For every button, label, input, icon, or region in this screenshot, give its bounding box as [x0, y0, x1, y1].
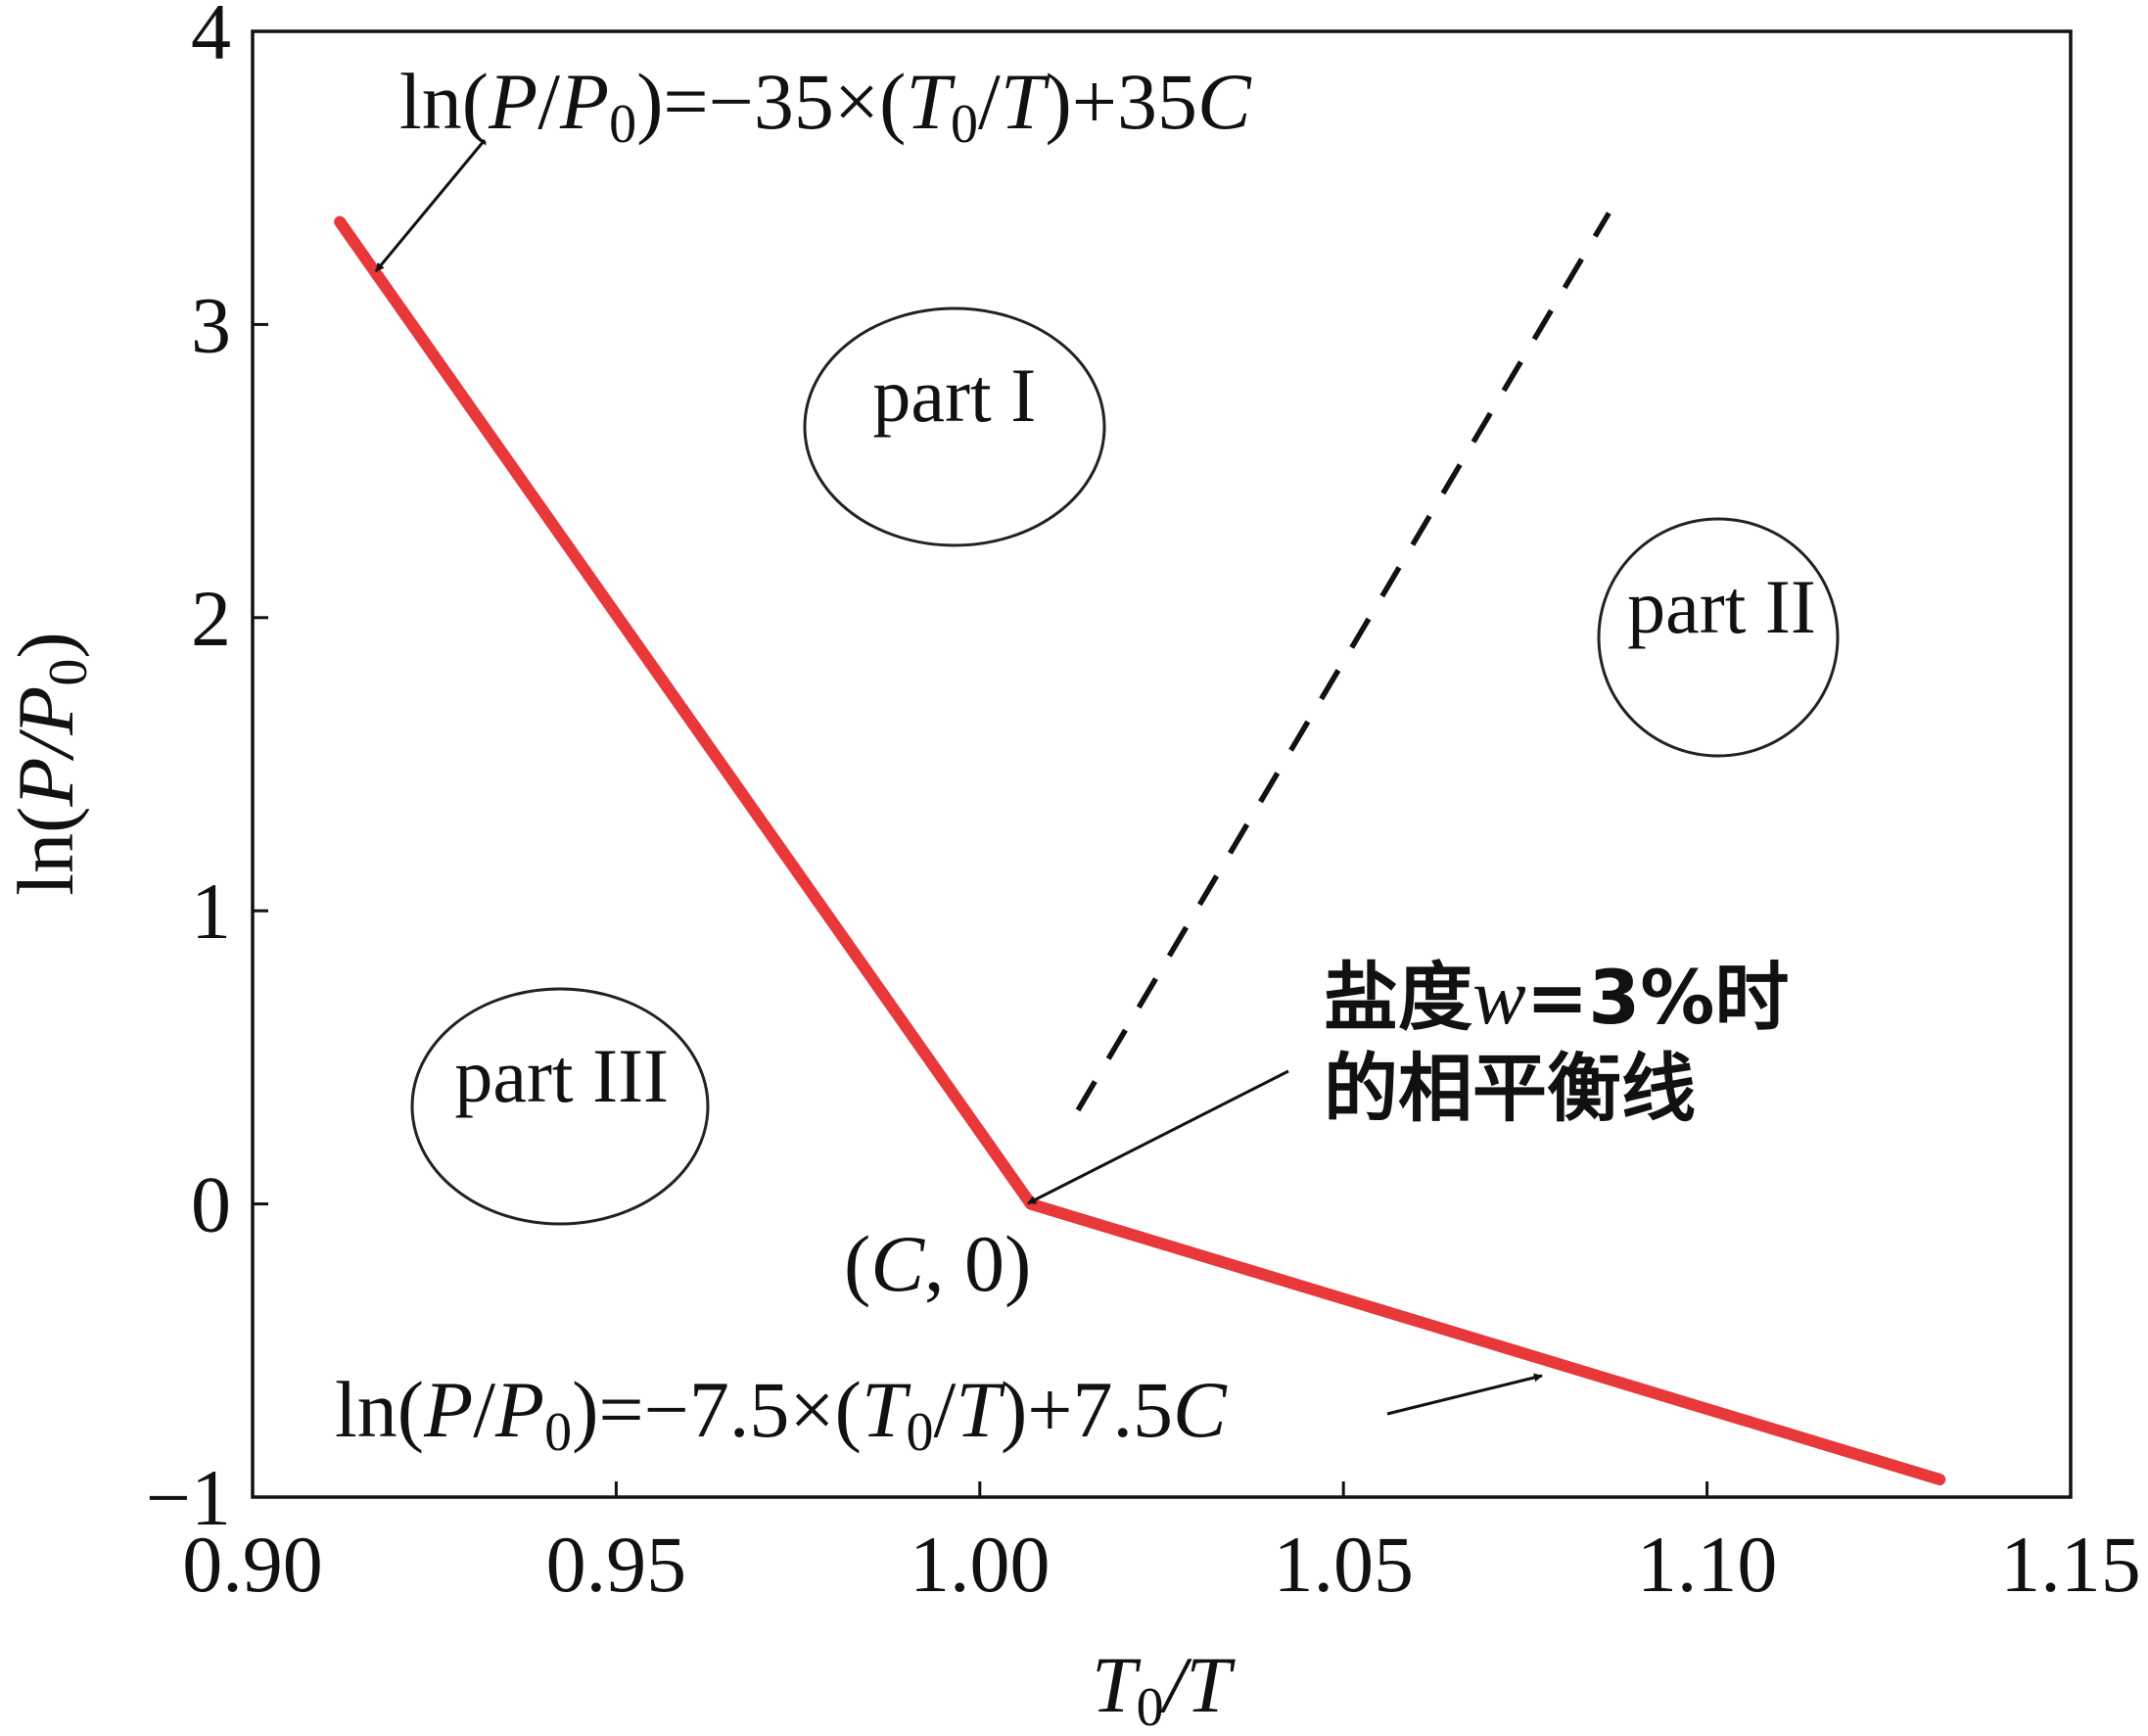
x-label-sub: 0	[1137, 1677, 1164, 1736]
lower-eq-tslash: /	[934, 1365, 957, 1454]
x-label-t: T	[1092, 1640, 1142, 1729]
region-part-1-ellipse	[803, 306, 1106, 547]
y-label-post: )	[1, 632, 90, 658]
x-ticks: 0.90 0.95 1.00 1.05 1.10 1.15	[182, 1481, 2141, 1609]
lower-eq-t0: T	[862, 1365, 911, 1454]
y-label-sub: 0	[38, 659, 99, 686]
upper-eq-t0-sub: 0	[951, 94, 978, 155]
x-tick-label: 1.15	[2000, 1520, 2141, 1609]
upper-eq-slash: /	[537, 57, 560, 146]
lower-eq-p0: P	[494, 1365, 544, 1454]
upper-equation-label: ln(P/P0)=−35×(T0/T)+35C	[399, 57, 1252, 155]
lower-eq-p0-sub: 0	[544, 1402, 572, 1463]
salinity-line1-suffix: =3%时	[1526, 954, 1790, 1041]
point-c-0-label: (C, 0)	[844, 1219, 1031, 1308]
lower-eq-p: P	[423, 1365, 473, 1454]
y-ticks: −1 0 1 2 3 4	[146, 0, 268, 1542]
upper-eq-post: )+35	[1045, 57, 1197, 146]
region-part-3-ellipse	[410, 987, 710, 1226]
region-part-3-label: part III	[454, 1033, 669, 1118]
point-label-c: C	[870, 1219, 925, 1308]
lower-eq-ln: ln(	[335, 1365, 424, 1454]
regions: part I part II part III	[410, 306, 1840, 1226]
x-tick-label: 1.10	[1637, 1520, 1778, 1609]
x-axis-label: T0/T	[1092, 1640, 1236, 1736]
series-phase-equilibrium-line	[334, 215, 1946, 1486]
upper-eq-p0: P	[559, 57, 609, 146]
lower-eq-post: )+7.5	[1001, 1365, 1173, 1454]
arrow-lower-equation	[1386, 1373, 1543, 1416]
y-tick-label: 1	[191, 867, 231, 956]
point-label-rest: , 0)	[924, 1219, 1031, 1308]
salinity-line1-prefix: 盐度	[1324, 954, 1472, 1041]
region-part-2-label: part II	[1627, 564, 1816, 649]
upper-eq-t: T	[1001, 57, 1051, 146]
y-tick-label: −1	[146, 1453, 231, 1542]
point-label-open: (	[844, 1219, 870, 1308]
upper-eq-mid: )=−35×(	[636, 57, 906, 146]
lower-equation-label: ln(P/P0)=−7.5×(T0/T)+7.5C	[335, 1365, 1228, 1463]
y-tick-label: 3	[191, 280, 231, 369]
upper-eq-ln: ln(	[399, 57, 489, 146]
x-tick-label: 1.05	[1273, 1520, 1414, 1609]
plot-frame	[251, 29, 2073, 1499]
y-tick-label: 4	[191, 0, 231, 76]
salinity-line1-w: w	[1472, 952, 1526, 1041]
upper-eq-t0: T	[906, 57, 956, 146]
lower-eq-t: T	[956, 1365, 1005, 1454]
x-tick-label: 0.95	[546, 1520, 687, 1609]
y-label-pre: ln(	[1, 807, 90, 896]
region-part-1-label: part I	[872, 352, 1036, 438]
salinity-annotation-line2: 的相平衡线	[1324, 1045, 1696, 1132]
lower-eq-t0-sub: 0	[907, 1402, 934, 1463]
lower-eq-slash: /	[473, 1365, 495, 1454]
y-label-p0: P	[1, 686, 90, 736]
salinity-annotation-line1: 盐度w=3%时	[1324, 952, 1789, 1041]
y-tick-label: 2	[191, 574, 231, 663]
x-tick-label: 1.00	[910, 1520, 1051, 1609]
upper-eq-tslash: /	[978, 57, 1001, 146]
arrow-salinity	[1027, 1069, 1289, 1205]
lower-eq-mid: )=−7.5×(	[572, 1365, 862, 1454]
upper-eq-p0-sub: 0	[609, 94, 636, 155]
y-label-p: P	[1, 758, 90, 808]
y-tick-label: 0	[191, 1160, 231, 1249]
x-label-rest: /T	[1160, 1640, 1237, 1729]
lower-eq-c: C	[1173, 1365, 1228, 1454]
x-tick-label: 0.90	[182, 1520, 323, 1609]
region-part-2-ellipse	[1597, 517, 1840, 758]
upper-eq-c: C	[1197, 57, 1252, 146]
series-dashed-boundary	[1075, 211, 1611, 1112]
upper-eq-p: P	[488, 57, 537, 146]
arrow-upper-equation	[374, 139, 487, 272]
y-axis-label: ln(P/P0)	[1, 632, 99, 895]
